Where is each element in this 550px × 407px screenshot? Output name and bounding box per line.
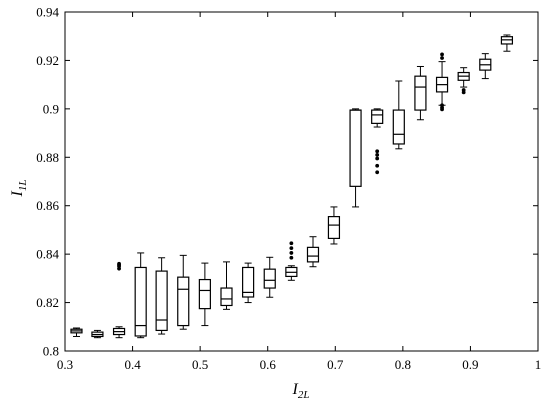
iqr-box [198, 278, 211, 310]
outlier-point [440, 56, 444, 60]
iqr-box [349, 109, 362, 187]
x-axis-title-sub: 2L [298, 389, 310, 401]
outlier-point [289, 246, 294, 250]
box-item [242, 262, 255, 304]
box-item [285, 241, 298, 281]
y-tick-label: 0.84 [36, 247, 59, 262]
iqr-box [242, 266, 255, 298]
box-item [198, 262, 211, 327]
outlier-point [289, 241, 294, 246]
box-item [327, 206, 341, 245]
box-item [414, 65, 427, 121]
y-tick-label: 0.92 [36, 53, 59, 68]
outlier-point [117, 261, 121, 266]
outlier-point [375, 163, 380, 168]
iqr-box [134, 266, 147, 337]
y-axis-title-sub: 1L [17, 180, 29, 192]
box-item [91, 329, 104, 339]
box-item [392, 80, 405, 150]
iqr-box [414, 75, 427, 111]
plot-frame [64, 11, 539, 352]
outlier-point [440, 103, 444, 108]
x-axis-ticks: 0.3 0.4 0.5 0.6 0.7 0.8 0.9 1 [57, 12, 541, 372]
box-item [435, 52, 449, 112]
outlier-point [375, 149, 380, 154]
outlier-point [289, 255, 294, 260]
box-item [263, 256, 276, 298]
box-item [479, 53, 492, 80]
x-tick-label: 0.6 [260, 357, 277, 372]
x-tick-label: 0.3 [57, 357, 73, 372]
outlier-point [440, 52, 444, 57]
y-tick-label: 0.9 [43, 101, 59, 116]
outlier-point [375, 152, 380, 157]
y-axis-ticks: 0.8 0.82 0.84 0.86 0.88 0.9 0.92 0.94 [36, 5, 538, 359]
y-axis-title: I1L [9, 180, 29, 198]
box-item [220, 261, 233, 310]
iqr-box [327, 216, 341, 240]
outlier-point [461, 88, 466, 92]
box-item [500, 34, 514, 52]
iqr-box [263, 268, 276, 289]
iqr-box [392, 109, 405, 145]
x-tick-label: 1 [535, 357, 542, 372]
y-tick-label: 0.8 [43, 344, 59, 359]
iqr-box [371, 109, 384, 124]
x-axis-title-main: I [292, 381, 299, 398]
box-item [349, 108, 362, 208]
iqr-box [306, 246, 320, 263]
y-tick-label: 0.94 [36, 5, 59, 20]
box-item [457, 67, 470, 95]
box-item [70, 327, 83, 337]
iqr-box [177, 276, 190, 327]
box-item [306, 236, 320, 268]
y-axis-title-main: I [9, 190, 26, 197]
x-tick-label: 0.8 [395, 357, 411, 372]
iqr-box [220, 287, 233, 307]
x-tick-label: 0.4 [124, 357, 141, 372]
y-tick-label: 0.82 [36, 295, 59, 310]
x-tick-label: 0.7 [327, 357, 344, 372]
outlier-point [375, 170, 380, 175]
box-series [70, 34, 514, 339]
box-item [112, 261, 126, 339]
box-item [134, 252, 147, 339]
y-tick-label: 0.86 [36, 198, 59, 213]
x-tick-label: 0.9 [462, 357, 478, 372]
y-tick-label: 0.88 [36, 150, 59, 165]
box-item [371, 108, 384, 175]
outlier-point [375, 156, 380, 161]
x-tick-label: 0.5 [192, 357, 208, 372]
iqr-box [155, 270, 168, 332]
outlier-point [289, 251, 294, 255]
box-item [155, 257, 168, 335]
box-item [177, 254, 190, 330]
x-axis-title: I2L [292, 381, 310, 401]
